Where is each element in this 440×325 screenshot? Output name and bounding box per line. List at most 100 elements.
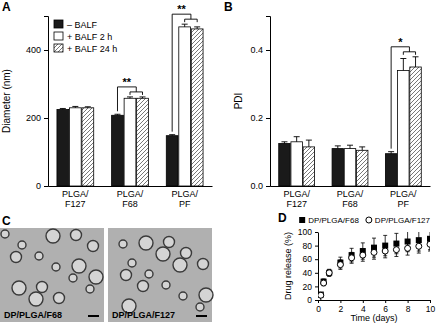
tick-label: 2 [339, 304, 344, 314]
point [321, 280, 327, 286]
tick: 2 [339, 300, 344, 314]
error-bar [372, 246, 376, 260]
tick-label-line: F68 [122, 199, 138, 209]
error-bar [388, 152, 394, 154]
bar [303, 147, 314, 186]
error-bar [338, 260, 342, 270]
tick: PLGA/F127 [62, 186, 89, 209]
bar [291, 142, 302, 186]
micrograph: DP/PLGA/F127 [108, 228, 213, 322]
particle [139, 236, 153, 250]
tick: 10 [426, 300, 436, 314]
error-bar [359, 147, 365, 150]
legend-marker [366, 217, 372, 223]
tick: 8 [406, 300, 411, 314]
legend-marker [299, 217, 305, 223]
axis-line [319, 300, 431, 301]
tick: 0.2 [250, 113, 270, 123]
point [405, 245, 411, 251]
legend-entry: + BALF 24 h [54, 44, 117, 54]
error-bar [400, 59, 406, 71]
error-bar [194, 27, 200, 29]
particle [52, 263, 60, 271]
micrograph-label: DP/PLGA/F127 [112, 310, 175, 320]
axis-title: Drug release (%) [283, 232, 293, 300]
axis: 0 200 400 [26, 17, 49, 192]
error-bar [361, 249, 365, 261]
axis-line [49, 186, 213, 187]
error-bar [406, 232, 410, 252]
point [318, 292, 324, 298]
particle [198, 259, 209, 270]
bar [332, 149, 343, 186]
bar [344, 149, 355, 186]
error-bar [114, 114, 120, 115]
error-bar [281, 142, 287, 144]
bar [69, 108, 81, 186]
tick-label-line: PLGA/ [337, 189, 364, 199]
bar [356, 150, 367, 186]
bar-chart: 0200400PLGA/F127PLGA/F68PLGA/PFDiameter … [1, 3, 213, 209]
particle [119, 240, 127, 248]
tick-label: 100 [298, 227, 312, 237]
tick-mark [266, 186, 270, 187]
plot-area [279, 57, 422, 186]
point [382, 248, 388, 254]
tick-label-line: PLGA/ [62, 189, 89, 199]
figure: 0200400PLGA/F127PLGA/F68PLGA/PFDiameter … [0, 0, 440, 325]
tick: 400 [26, 45, 48, 55]
axis: 0246810 [316, 300, 435, 314]
tick-label-line: PF [179, 199, 191, 209]
error-bar [294, 137, 300, 142]
tick-mark [315, 246, 318, 247]
legend-entry: DP/PLGA/F127 [366, 216, 431, 225]
particle [156, 247, 170, 261]
bar [124, 98, 136, 186]
legend-entry: – BALF [54, 20, 98, 30]
tick-label: 60 [303, 254, 313, 264]
tick-label: 10 [426, 304, 436, 314]
tick-label: 200 [26, 113, 41, 123]
bar [57, 110, 69, 187]
error-bar [182, 24, 188, 27]
particle [138, 281, 149, 292]
tick-mark [430, 300, 431, 303]
particle [181, 248, 192, 259]
tick-label: 0 [316, 304, 321, 314]
particle [46, 229, 60, 243]
bar [191, 29, 203, 186]
tick-label-line: F68 [342, 199, 358, 209]
tick-label-line: PF [398, 199, 410, 209]
tick-label-line: PLGA/ [283, 189, 310, 199]
point [371, 249, 377, 255]
tick-mark [363, 300, 364, 303]
point [326, 270, 332, 276]
tick-mark [266, 118, 270, 119]
legend-entry: DP/PLGA/F68 [299, 216, 359, 225]
error-bar [338, 257, 342, 268]
particle [86, 285, 94, 293]
legend-entry: + BALF 2 h [54, 32, 112, 42]
bar-chart: 0.00.20.4PLGA/F127PLGA/F68PLGA/PFPDI* [233, 17, 431, 210]
tick-mark [408, 300, 409, 303]
tick-mark [385, 300, 386, 303]
tick: 60 [303, 254, 318, 264]
axis-title: Diameter (nm) [1, 69, 12, 133]
tick-mark [44, 118, 48, 119]
tick-mark [315, 259, 318, 260]
tick: PLGA/F127 [283, 186, 310, 209]
error-bar [327, 269, 331, 276]
tick: 0 [36, 181, 48, 191]
bar [410, 67, 421, 186]
error-bar [413, 57, 419, 67]
tick-label-line: PLGA/ [171, 189, 198, 199]
tick-label: PLGA/PF [390, 189, 417, 209]
particle [18, 241, 26, 249]
axis-line [266, 17, 271, 187]
panel-label: C [2, 214, 11, 228]
tick-label: 0 [307, 295, 312, 305]
error-bar [169, 135, 175, 136]
axis: 0.00.20.4 [250, 17, 270, 192]
legend-swatch [54, 32, 63, 40]
particle [179, 292, 187, 300]
